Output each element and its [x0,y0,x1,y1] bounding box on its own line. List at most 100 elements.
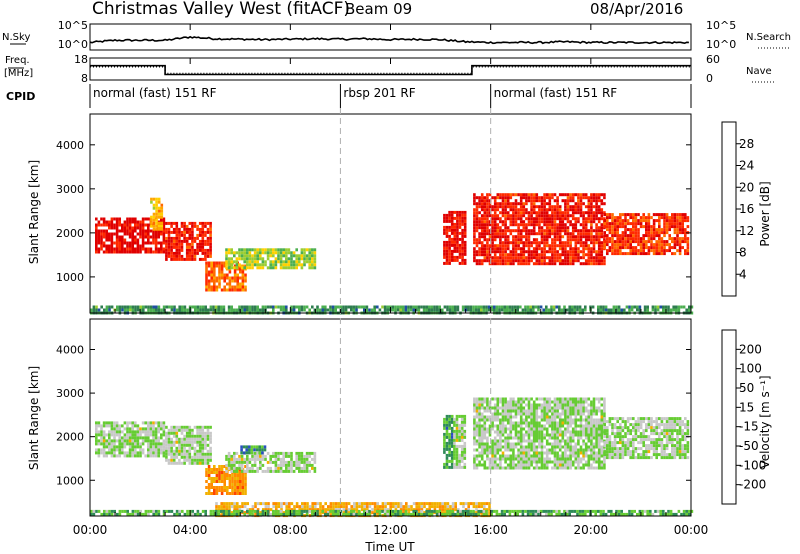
heatmap-cell [160,448,163,452]
heatmap-cell [244,486,247,489]
heatmap-cell [483,427,487,431]
heatmap-cell [113,433,116,437]
heatmap-cell [597,448,601,452]
heatmap-cell [491,250,494,254]
heatmap-cell [300,248,304,252]
heatmap-cell [277,305,280,309]
heatmap-cell [543,259,546,263]
heatmap-cell [671,213,674,217]
heatmap-cell [152,203,156,207]
heatmap-cell [556,427,559,431]
heatmap-cell [269,248,272,252]
heatmap-cell [204,230,207,234]
heatmap-cell [277,454,280,458]
heatmap-cell [551,418,554,422]
heatmap-cell [590,259,593,263]
heatmap-cell [584,397,588,401]
heatmap-cell [493,226,497,230]
heatmap-cell [443,426,446,430]
heatmap-cell [532,448,536,452]
heatmap-cell [642,216,645,220]
heatmap-cell [582,241,585,245]
heatmap-cell [522,436,526,440]
heatmap-cell [491,205,494,209]
heatmap-cell [453,225,457,229]
heatmap-cell [274,266,278,270]
heatmap-cell [538,244,541,248]
heatmap-cell [496,262,500,266]
heatmap-cell [590,214,593,218]
heatmap-cell [188,227,192,231]
heatmap-cell [645,246,648,250]
heatmap-cell [676,213,679,217]
heatmap-cell [582,262,585,266]
heatmap-cell [261,469,265,473]
heatmap-cell [597,409,601,413]
heatmap-cell [603,211,606,215]
heatmap-cell [493,232,497,236]
heatmap-cell [188,434,192,438]
heatmap-cell [577,418,580,422]
heatmap-cell [652,213,656,217]
heatmap-cell [566,262,570,266]
heatmap-cell [637,222,640,226]
heatmap-cell [298,460,301,464]
heatmap-cell [185,224,189,228]
heatmap-cell [624,243,627,247]
heatmap-cell [450,225,454,229]
heatmap-cell [128,448,132,452]
heatmap-cell [227,305,231,309]
heatmap-cell [473,403,476,407]
heatmap-cell [499,466,502,470]
heatmap-cell [167,434,171,438]
heatmap-cell [548,217,552,221]
heatmap-cell [577,220,580,224]
heatmap-cell [543,262,546,266]
heatmap-cell [196,440,199,444]
heatmap-cell [226,273,229,277]
heatmap-cell [95,436,98,440]
heatmap-cell [272,305,275,309]
heatmap-cell [551,262,554,266]
heatmap-cell [592,400,596,404]
heatmap-cell [595,439,598,443]
heatmap-cell [244,480,247,483]
heatmap-cell [165,458,168,462]
heatmap-cell [480,226,484,230]
heatmap-cell [509,397,513,401]
heatmap-cell [453,456,456,460]
heatmap-cell [480,217,484,221]
heatmap-cell [642,246,645,250]
heatmap-cell [292,460,296,464]
heatmap-cell [256,457,259,461]
heatmap-cell [499,229,502,233]
heatmap-cell [225,257,228,261]
heatmap-cell [285,263,288,267]
heatmap-cell [97,241,101,245]
heatmap-cell [506,256,510,260]
heatmap-cell [527,430,531,434]
heatmap-cell [110,238,114,242]
heatmap-cell [175,245,179,249]
heatmap-cell [461,234,464,238]
heatmap-cell [524,308,527,312]
heatmap-cell [525,193,528,197]
heatmap-cell [540,448,544,452]
heatmap-cell [198,434,202,438]
heatmap-cell [226,489,229,492]
heatmap-cell [595,199,598,203]
heatmap-cell [504,223,507,227]
heatmap-cell [501,214,505,218]
heatmap-cell [564,193,567,197]
heatmap-cell [681,225,684,229]
heatmap-cell [535,193,539,197]
heatmap-cell [157,247,160,251]
heatmap-cell [209,227,212,231]
heatmap-cell [448,444,451,448]
heatmap-cell [498,305,501,309]
heatmap-cell [673,216,677,220]
heatmap-cell [530,223,533,227]
heatmap-cell [461,237,464,241]
heatmap-cell [522,220,526,224]
heatmap-cell [566,235,570,239]
